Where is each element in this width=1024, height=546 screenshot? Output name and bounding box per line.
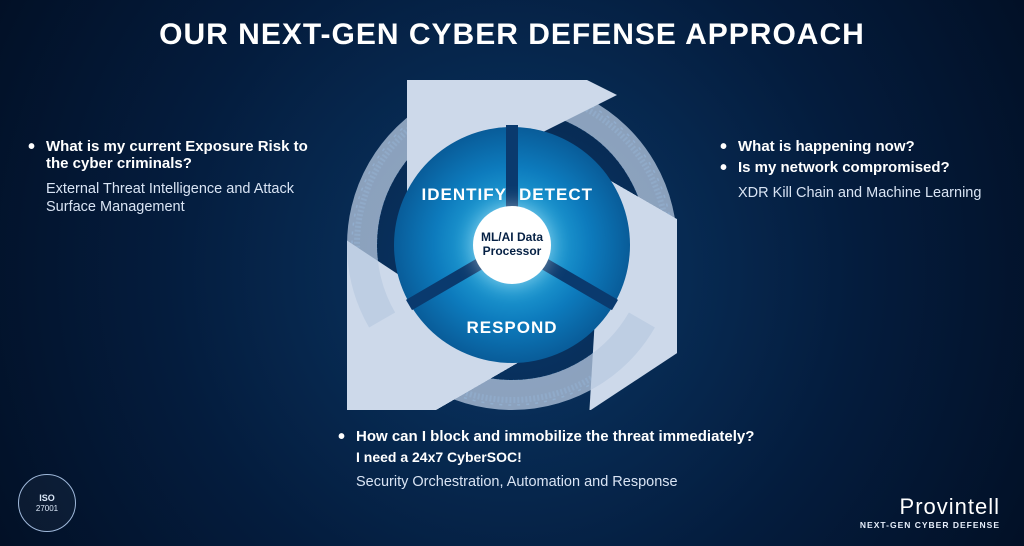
iso-badge: ISO 27001 <box>18 474 76 532</box>
iso-standard: 27001 <box>36 505 58 513</box>
brand-block: Provintell NEXT-GEN CYBER DEFENSE <box>860 494 1000 530</box>
brand-name: Provintell <box>860 494 1000 520</box>
detect-block: What is happening now? Is my network com… <box>720 138 1020 202</box>
cycle-diagram: IDENTIFY DETECT RESPOND ML/AI Data Proce… <box>347 80 677 410</box>
iso-name: ISO <box>39 494 55 503</box>
detect-subtitle: XDR Kill Chain and Machine Learning <box>720 184 1020 202</box>
segment-respond: RESPOND <box>452 318 572 338</box>
respond-subtitle: Security Orchestration, Automation and R… <box>338 473 758 491</box>
brand-tagline: NEXT-GEN CYBER DEFENSE <box>860 520 1000 530</box>
detect-question-2: Is my network compromised? <box>720 159 1020 176</box>
hub-label: ML/AI Data Processor <box>473 206 551 284</box>
segment-detect: DETECT <box>519 185 639 205</box>
respond-question: How can I block and immobilize the threa… <box>338 428 758 445</box>
detect-question-1: What is happening now? <box>720 138 1020 155</box>
identify-question: What is my current Exposure Risk to the … <box>28 138 328 172</box>
identify-block: What is my current Exposure Risk to the … <box>28 138 328 216</box>
identify-subtitle: External Threat Intelligence and Attack … <box>28 180 328 216</box>
page-title: OUR NEXT-GEN CYBER DEFENSE APPROACH <box>0 18 1024 52</box>
segment-identify: IDENTIFY <box>387 185 507 205</box>
respond-need: I need a 24x7 CyberSOC! <box>338 449 758 465</box>
respond-block: How can I block and immobilize the threa… <box>338 428 758 491</box>
